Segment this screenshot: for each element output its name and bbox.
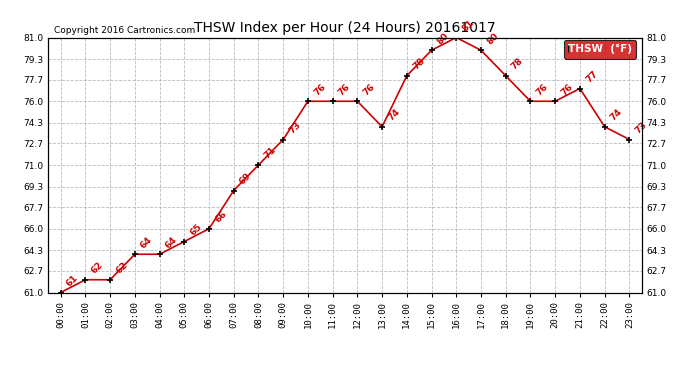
Text: 65: 65 (188, 222, 204, 237)
Title: THSW Index per Hour (24 Hours) 20161017: THSW Index per Hour (24 Hours) 20161017 (194, 21, 496, 35)
Text: 64: 64 (139, 235, 155, 250)
Text: 81: 81 (460, 18, 475, 33)
Text: 61: 61 (65, 273, 80, 288)
Text: 80: 80 (435, 31, 451, 46)
Text: Copyright 2016 Cartronics.com: Copyright 2016 Cartronics.com (55, 26, 195, 35)
Text: 73: 73 (287, 120, 303, 135)
Text: 76: 76 (312, 82, 327, 97)
Text: 62: 62 (115, 260, 130, 276)
Legend: THSW  (°F): THSW (°F) (564, 40, 636, 58)
Text: 76: 76 (535, 82, 550, 97)
Text: 74: 74 (386, 107, 402, 123)
Text: 62: 62 (90, 260, 105, 276)
Text: 76: 76 (337, 82, 352, 97)
Text: 73: 73 (633, 120, 649, 135)
Text: 76: 76 (560, 82, 575, 97)
Text: 76: 76 (362, 82, 377, 97)
Text: 74: 74 (609, 107, 624, 123)
Text: 80: 80 (485, 31, 500, 46)
Text: 77: 77 (584, 69, 600, 84)
Text: 78: 78 (411, 56, 426, 72)
Text: 78: 78 (510, 56, 525, 72)
Text: 66: 66 (213, 209, 228, 225)
Text: 64: 64 (164, 235, 179, 250)
Text: 71: 71 (263, 146, 278, 161)
Text: 69: 69 (238, 171, 253, 186)
